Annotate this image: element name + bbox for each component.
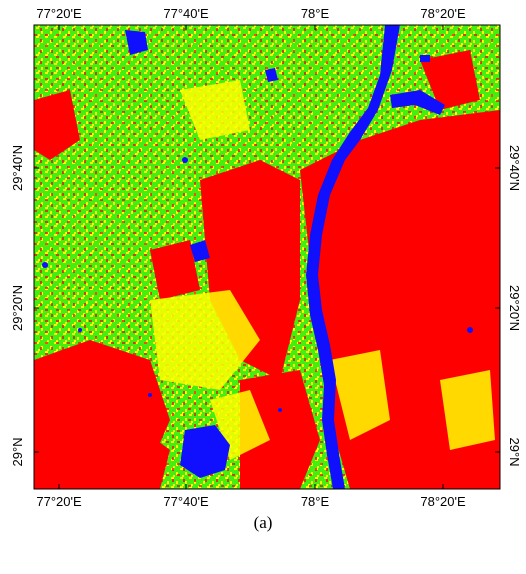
figure-caption: (a)	[253, 513, 273, 532]
left-tick-label-1: 29°40'N	[10, 145, 25, 191]
top-tick-label-3: 78°E	[301, 6, 330, 21]
urban-speckle-layer	[34, 25, 500, 489]
top-tick-label-4: 78°20'E	[420, 6, 466, 21]
left-tick-label-3: 29°N	[10, 437, 25, 466]
left-tick-label-2: 29°20'N	[10, 285, 25, 331]
water-bodies	[42, 25, 473, 489]
right-tick-label-1: 29°40'N	[507, 145, 522, 191]
land-cover-raster	[34, 25, 500, 489]
map-frame	[33, 24, 501, 490]
bottom-tick-label-4: 78°20'E	[420, 494, 466, 509]
bottom-tick-label-2: 77°40'E	[163, 494, 209, 509]
bottom-tick-label-3: 78°E	[301, 494, 330, 509]
top-tick-label-1: 77°20'E	[36, 6, 82, 21]
right-tick-label-2: 29°20'N	[507, 285, 522, 331]
soil-patches	[150, 80, 495, 460]
tick-marks	[34, 25, 500, 489]
right-tick-label-3: 29°N	[507, 437, 522, 466]
top-tick-label-2: 77°40'E	[163, 6, 209, 21]
bottom-tick-label-1: 77°20'E	[36, 494, 82, 509]
